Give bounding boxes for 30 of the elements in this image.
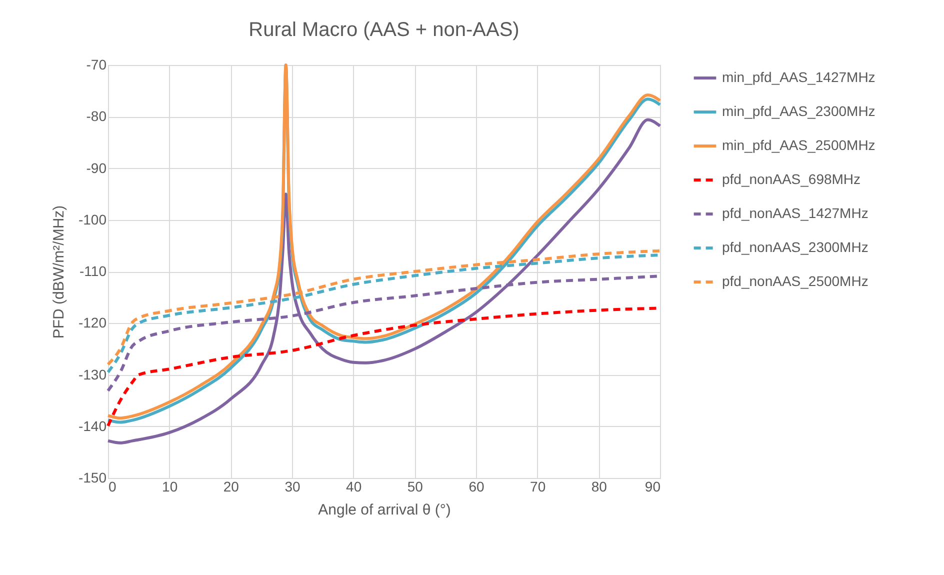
- legend-label: pfd_nonAAS_2300MHz: [722, 239, 868, 255]
- x-tick-label: 30: [284, 478, 300, 494]
- x-tick-label: 50: [407, 478, 424, 494]
- y-tick-label: -90: [86, 160, 107, 176]
- legend-label: min_pfd_AAS_1427MHz: [722, 69, 876, 85]
- x-tick-label: 80: [591, 478, 608, 494]
- legend-label: min_pfd_AAS_2500MHz: [722, 137, 876, 153]
- x-tick-label: 40: [346, 478, 362, 494]
- legend-label: pfd_nonAAS_1427MHz: [722, 205, 868, 221]
- x-tick-label: 90: [644, 478, 661, 494]
- y-tick-label: -120: [78, 314, 107, 331]
- x-tick-label: 70: [530, 478, 546, 494]
- y-tick-label: -130: [78, 366, 107, 382]
- y-tick-label: -110: [80, 263, 107, 279]
- legend-label: min_pfd_AAS_2300MHz: [722, 103, 876, 119]
- x-tick-label: 20: [223, 478, 240, 494]
- y-axis-title: PFD (dBW/m²/MHz): [50, 205, 68, 339]
- x-tick-label: 0: [108, 478, 116, 494]
- legend-label: pfd_nonAAS_2500MHz: [722, 273, 868, 289]
- legend-label: pfd_nonAAS_698MHz: [722, 171, 861, 187]
- y-tick-label: -70: [86, 56, 107, 72]
- y-tick-label: -100: [78, 211, 107, 228]
- y-tick-label: -80: [86, 108, 107, 124]
- chart-title: Rural Macro (AAS + non-AAS): [248, 19, 520, 41]
- y-tick-label: -140: [78, 418, 107, 434]
- y-tick-label: -150: [78, 470, 107, 486]
- x-tick-label: 60: [468, 478, 484, 494]
- line-series: [106, 118, 662, 444]
- x-tick-label: 10: [162, 478, 178, 494]
- x-axis-title: Angle of arrival θ (°): [318, 502, 451, 518]
